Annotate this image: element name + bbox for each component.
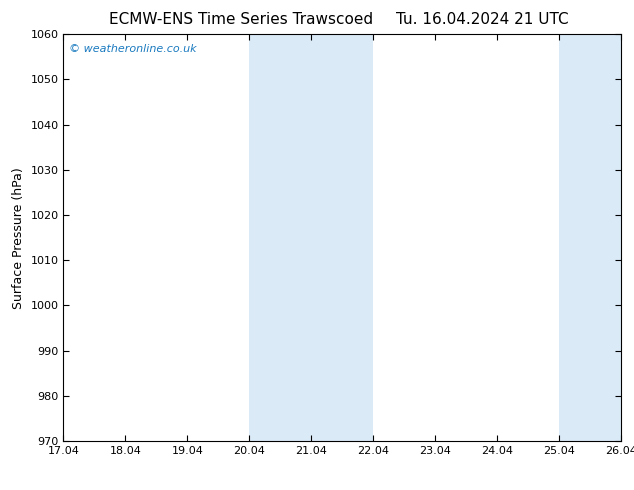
- Y-axis label: Surface Pressure (hPa): Surface Pressure (hPa): [12, 167, 25, 309]
- Text: ECMW-ENS Time Series Trawscoed: ECMW-ENS Time Series Trawscoed: [109, 12, 373, 27]
- Text: © weatheronline.co.uk: © weatheronline.co.uk: [69, 45, 197, 54]
- Bar: [249, 34, 373, 441]
- Text: Tu. 16.04.2024 21 UTC: Tu. 16.04.2024 21 UTC: [396, 12, 568, 27]
- Bar: [559, 34, 621, 441]
